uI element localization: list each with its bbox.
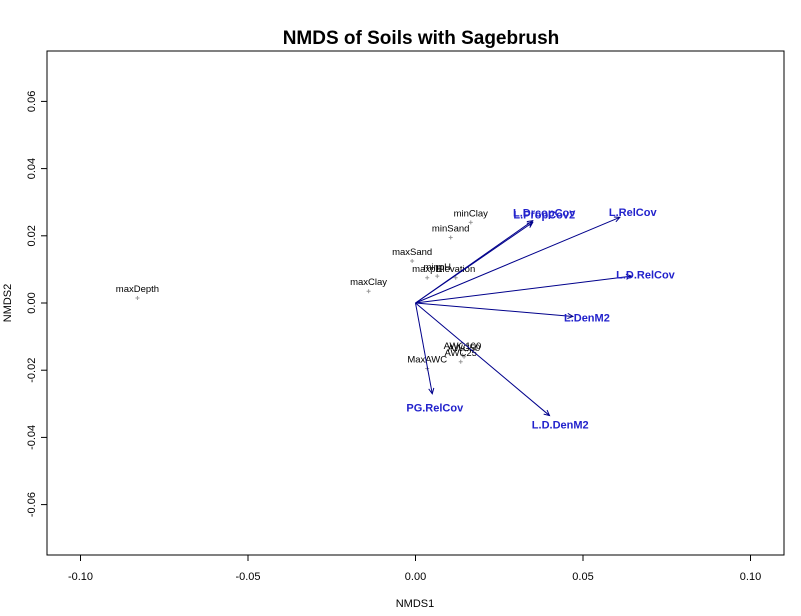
y-tick-label: 0.02 <box>26 225 38 246</box>
x-tick-label: -0.05 <box>235 571 260 583</box>
vector-arrowhead <box>613 216 621 223</box>
point-awc25: AWC25 <box>445 348 477 364</box>
chart-title: NMDS of Soils with Sagebrush <box>283 28 560 49</box>
point-marker <box>468 220 473 225</box>
vector-line <box>415 302 433 394</box>
vector-l-relcov: L.RelCov <box>415 207 658 304</box>
site-points: maxDepth maxClay maxSand minSand minClay maxp… <box>116 208 489 371</box>
vector-l-denm2: L.DenM2 <box>415 302 610 325</box>
y-axis: -0.06 -0.04 -0.02 0.00 0.02 0.04 0.06 <box>26 91 47 517</box>
y-tick-label: -0.02 <box>26 358 38 383</box>
point-label: maxDepth <box>116 284 159 295</box>
point-marker <box>135 295 140 300</box>
point-marker <box>462 354 467 359</box>
vector-label: L.RelCov <box>609 207 658 219</box>
vector-line <box>415 216 621 304</box>
point-marker <box>425 275 430 280</box>
x-tick-label: 0.00 <box>405 571 426 583</box>
point-label: minSand <box>432 223 470 234</box>
point-label: MaxAWC <box>407 355 447 366</box>
vector-arrowhead <box>625 273 633 280</box>
point-maxclay: maxClay <box>350 277 387 294</box>
vector-l-d-denm2: L.D.DenM2 <box>415 302 589 432</box>
point-label: maxSand <box>392 247 432 258</box>
point-awc50: AWC50 <box>448 343 480 359</box>
y-tick-label: -0.06 <box>26 492 38 517</box>
point-minsand: minSand <box>432 223 470 240</box>
vector-label: L.PropCov2 <box>513 209 575 221</box>
vector-label: L.D.DenM2 <box>532 420 589 432</box>
point-marker <box>410 259 415 263</box>
vector-label: L.DenM2 <box>564 313 610 325</box>
point-label: maxClay <box>350 277 387 288</box>
vector-pg-relcov: PG.RelCov <box>406 302 464 414</box>
point-marker <box>458 359 463 364</box>
point-elevation: Elevation <box>436 264 475 280</box>
point-maxsand: maxSand <box>392 247 432 263</box>
point-label: AWC25 <box>445 348 477 359</box>
y-tick-label: 0.04 <box>26 158 38 179</box>
vector-l-drcopcov: L.DrcopCov <box>415 208 576 304</box>
vector-label: L.DrcopCov <box>513 208 576 220</box>
point-marker <box>435 274 440 279</box>
vector-arrowhead <box>543 409 551 417</box>
vector-arrowhead <box>428 387 435 395</box>
point-maxph: maxpH <box>412 264 442 280</box>
point-label: maxpH <box>412 264 442 275</box>
point-label: AWC100 <box>444 341 482 352</box>
vector-label: PG.RelCov <box>406 402 464 414</box>
vector-arrowhead <box>526 221 534 228</box>
vector-l-d-relcov: L.D.RelCov <box>415 269 676 304</box>
point-label: Elevation <box>436 264 475 275</box>
x-tick-label: 0.05 <box>572 571 593 583</box>
y-tick-label: -0.04 <box>26 425 38 450</box>
point-marker <box>448 235 453 240</box>
x-axis-label: NMDS1 <box>396 598 435 610</box>
vector-l-propcov2: L.PropCov2 <box>415 209 575 304</box>
y-tick-label: 0.06 <box>26 91 38 112</box>
vector-line <box>415 302 573 317</box>
y-tick-label: 0.00 <box>26 292 38 313</box>
vector-line <box>415 302 550 416</box>
point-minph: minpH <box>424 262 452 279</box>
point-maxdepth: maxDepth <box>116 284 159 300</box>
vector-line <box>415 275 632 304</box>
y-axis-label: NMDS2 <box>2 284 14 323</box>
point-label: minpH <box>424 262 452 273</box>
vector-line <box>415 221 534 304</box>
point-marker <box>366 289 371 294</box>
x-axis: -0.10 -0.05 0.00 0.05 0.10 <box>68 555 761 583</box>
vector-arrowhead <box>567 312 575 320</box>
vector-label: L.D.RelCov <box>616 269 676 281</box>
point-label: minClay <box>454 208 489 219</box>
x-tick-label: -0.10 <box>68 571 93 583</box>
x-tick-label: 0.10 <box>740 571 761 583</box>
point-label: AWC50 <box>448 343 480 354</box>
point-minclay: minClay <box>454 208 489 225</box>
point-marker <box>453 275 458 280</box>
